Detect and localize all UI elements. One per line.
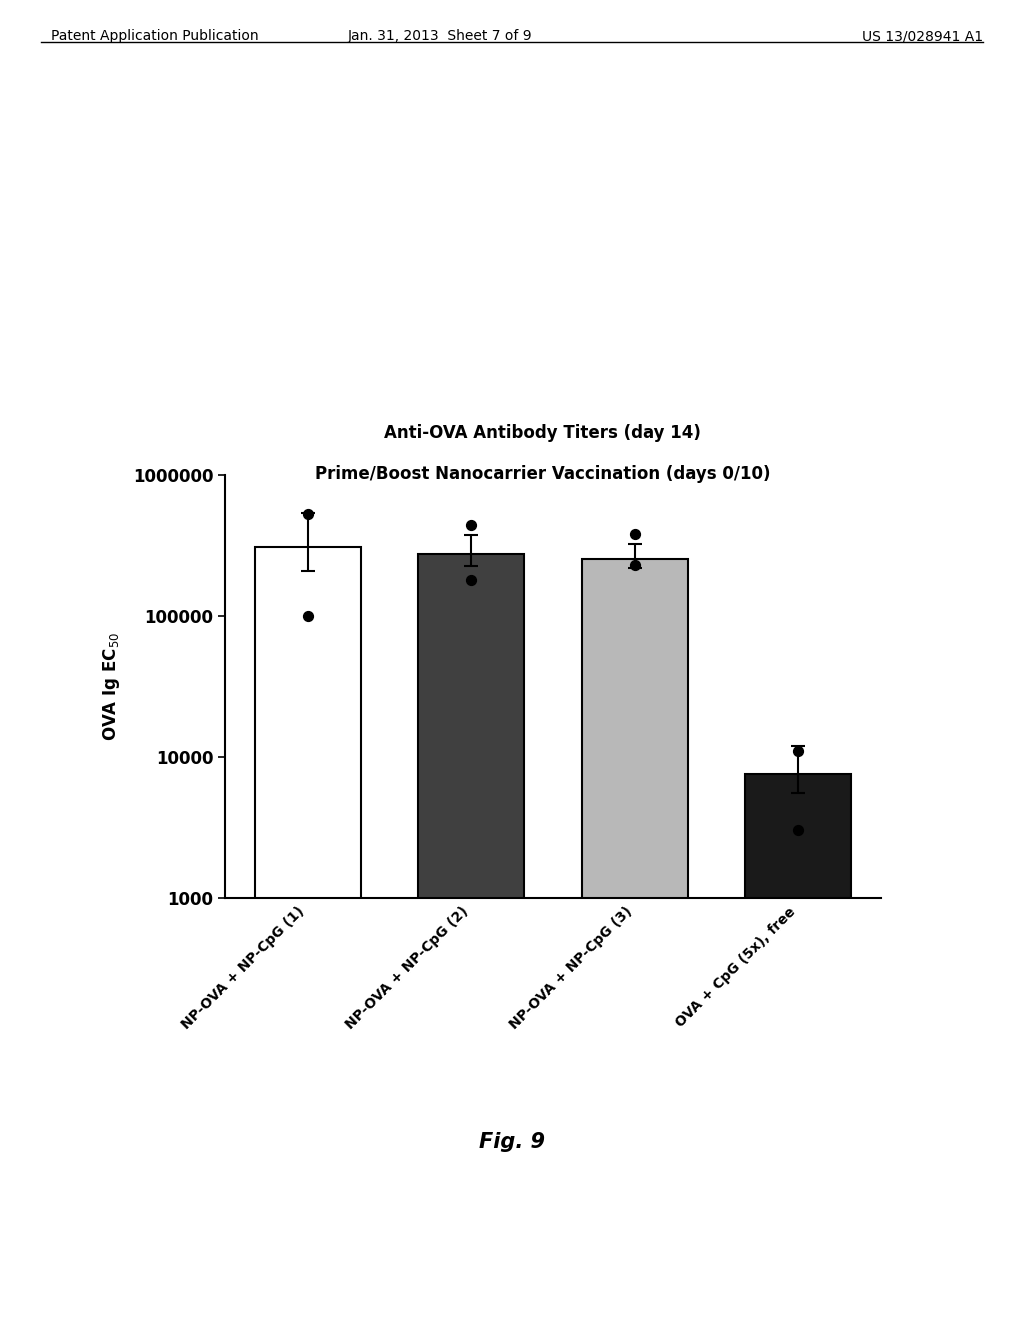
Point (790, 820, 806, 841)
Text: NP-OVA + NP-CpG (1): NP-OVA + NP-CpG (1) (179, 904, 307, 1032)
Y-axis label: OVA Ig EC$_{50}$: OVA Ig EC$_{50}$ (100, 632, 122, 741)
Text: Fig. 9: Fig. 9 (479, 1131, 545, 1152)
Point (627, 524, 643, 545)
Point (790, 741, 806, 762)
Point (300, 606, 316, 627)
Text: OVA + CpG (5x), free: OVA + CpG (5x), free (674, 904, 799, 1030)
Text: Jan. 31, 2013  Sheet 7 of 9: Jan. 31, 2013 Sheet 7 of 9 (348, 29, 532, 44)
Bar (582, 558, 688, 1320)
Point (463, 515, 479, 536)
Text: NP-OVA + NP-CpG (2): NP-OVA + NP-CpG (2) (343, 904, 471, 1032)
Point (300, 503, 316, 524)
Text: Prime/Boost Nanocarrier Vaccination (days 0/10): Prime/Boost Nanocarrier Vaccination (day… (315, 465, 770, 483)
Text: Anti-OVA Antibody Titers (day 14): Anti-OVA Antibody Titers (day 14) (384, 424, 701, 442)
Bar (255, 546, 361, 1320)
Text: NP-OVA + NP-CpG (3): NP-OVA + NP-CpG (3) (507, 904, 635, 1032)
Bar (418, 554, 524, 1320)
Bar (744, 775, 851, 1320)
Text: US 13/028941 A1: US 13/028941 A1 (862, 29, 983, 44)
Text: Patent Application Publication: Patent Application Publication (51, 29, 259, 44)
Point (463, 569, 479, 590)
Point (627, 554, 643, 576)
